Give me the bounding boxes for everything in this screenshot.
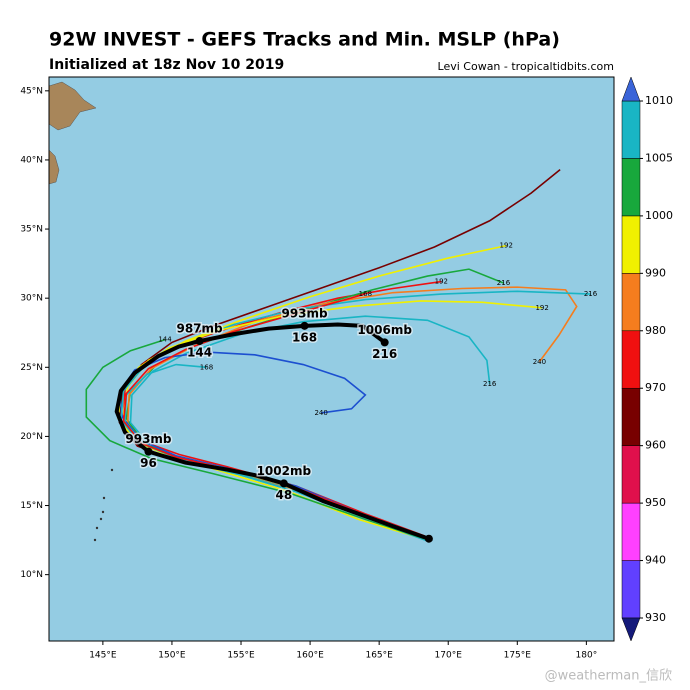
x-tick-label: 150°E bbox=[158, 651, 186, 661]
plot-frame bbox=[48, 76, 615, 642]
colorbar-label: 950 bbox=[645, 496, 666, 509]
x-tick-label: 175°E bbox=[504, 651, 532, 661]
pressure-label: 987mb bbox=[176, 322, 223, 336]
colorbar-under bbox=[621, 617, 641, 642]
pressure-label: 993mb bbox=[281, 306, 328, 320]
colorbar-label: 1000 bbox=[645, 209, 673, 222]
y-tick-label: 15°N bbox=[20, 501, 43, 511]
land bbox=[49, 149, 60, 185]
y-tick-label: 35°N bbox=[20, 225, 43, 235]
island bbox=[102, 496, 106, 500]
hour-label: 168 bbox=[292, 330, 317, 344]
colorbar-segment bbox=[621, 215, 641, 274]
colorbar-segment bbox=[621, 445, 641, 504]
pressure-label: 1002mb bbox=[257, 464, 312, 478]
island bbox=[95, 526, 99, 530]
colorbar-label: 940 bbox=[645, 554, 666, 567]
island bbox=[101, 510, 105, 514]
colorbar-segment bbox=[621, 502, 641, 561]
track-hour-label: 192 bbox=[435, 278, 448, 286]
y-tick-label: 45°N bbox=[20, 86, 43, 96]
hour-label: 96 bbox=[140, 456, 157, 470]
track-hour-label: 216 bbox=[483, 380, 497, 388]
colorbar-segment bbox=[621, 273, 641, 332]
pressure-label: 1006mb bbox=[357, 323, 412, 337]
map: 192 192 216 240 216 240 216 192 144 168 168 48 1002m… bbox=[20, 76, 615, 661]
island bbox=[110, 468, 114, 472]
x-tick-label: 180° bbox=[576, 651, 598, 661]
hour-label: 144 bbox=[187, 346, 212, 360]
track-hour-label: 168 bbox=[359, 290, 372, 298]
track-hour-label: 168 bbox=[200, 363, 213, 371]
track-hour-label: 216 bbox=[497, 279, 511, 287]
mean-track-point bbox=[424, 534, 433, 543]
x-tick-label: 145°E bbox=[89, 651, 117, 661]
mean-track-point bbox=[300, 321, 309, 330]
watermark: @weatherman_信欣 bbox=[545, 669, 672, 684]
island bbox=[99, 517, 103, 521]
y-tick-label: 40°N bbox=[20, 155, 43, 165]
colorbar-label: 980 bbox=[645, 324, 666, 337]
y-tick-label: 10°N bbox=[20, 570, 43, 580]
colorbar-label: 930 bbox=[645, 611, 666, 624]
y-tick-label: 30°N bbox=[20, 294, 43, 304]
colorbar-label: 970 bbox=[645, 381, 666, 394]
x-tick-label: 160°E bbox=[296, 651, 324, 661]
x-tick-label: 155°E bbox=[227, 651, 255, 661]
y-tick-label: 25°N bbox=[20, 363, 43, 373]
credit: Levi Cowan - tropicaltidbits.com bbox=[438, 60, 614, 73]
track-hour-label: 240 bbox=[314, 409, 327, 417]
chart-title: 92W INVEST - GEFS Tracks and Min. MSLP (… bbox=[49, 29, 560, 51]
colorbar-segment bbox=[621, 330, 641, 389]
x-tick-label: 170°E bbox=[435, 651, 463, 661]
colorbar-label: 960 bbox=[645, 439, 666, 452]
colorbar-label: 1005 bbox=[645, 151, 673, 164]
mean-track bbox=[114, 322, 430, 541]
colorbar-label: 990 bbox=[645, 266, 666, 279]
pressure-label: 993mb bbox=[125, 432, 172, 446]
chart-subtitle: Initialized at 18z Nov 10 2019 bbox=[49, 57, 284, 73]
map-layer: 192 192 216 240 216 240 216 192 144 168 168 48 1002m… bbox=[49, 81, 598, 543]
island bbox=[93, 538, 97, 542]
mean-track-point bbox=[279, 479, 288, 488]
track-hour-label: 216 bbox=[584, 290, 598, 298]
colorbar-over bbox=[621, 76, 641, 102]
track-hour-label: 192 bbox=[500, 242, 513, 250]
x-tick-label: 165°E bbox=[365, 651, 393, 661]
ensemble-track bbox=[85, 338, 430, 541]
colorbar-segment bbox=[621, 387, 641, 446]
y-tick-label: 20°N bbox=[20, 432, 43, 442]
colorbar-label: 1010 bbox=[645, 94, 673, 107]
colorbar-segment bbox=[621, 100, 641, 159]
mean-track-point bbox=[144, 447, 153, 456]
ocean bbox=[49, 77, 614, 641]
track-hour-label: 192 bbox=[535, 304, 548, 312]
track-hour-label: 240 bbox=[533, 358, 546, 366]
colorbar-segment bbox=[621, 560, 641, 619]
hour-label: 216 bbox=[372, 347, 397, 361]
land bbox=[49, 81, 97, 131]
mean-track-point bbox=[380, 338, 389, 347]
track-hour-label: 144 bbox=[158, 336, 172, 344]
mean-track-point bbox=[195, 337, 204, 346]
hour-label: 48 bbox=[275, 488, 292, 502]
colorbar-segment bbox=[621, 158, 641, 217]
